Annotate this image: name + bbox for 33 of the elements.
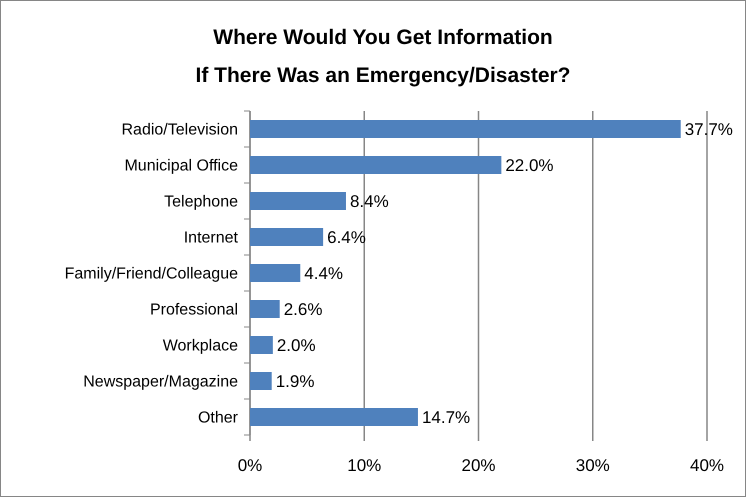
bar xyxy=(250,120,681,138)
y-tick-label: Municipal Office xyxy=(124,158,238,175)
data-label: 2.6% xyxy=(284,300,322,319)
y-tick-label: Family/Friend/Colleague xyxy=(64,266,238,283)
y-tick-label: Telephone xyxy=(164,194,238,211)
data-label: 2.0% xyxy=(276,336,316,355)
y-tick-label: Newspaper/Magazine xyxy=(83,374,238,391)
x-tick-label: 0% xyxy=(238,456,262,475)
data-label: 4.4% xyxy=(304,264,344,283)
x-tick-label: 20% xyxy=(461,456,496,475)
bar xyxy=(250,408,418,426)
y-tick-label: Other xyxy=(198,410,239,427)
x-tick-label: 40% xyxy=(690,456,724,475)
data-label: 37.7% xyxy=(684,120,733,139)
bar xyxy=(250,156,502,174)
y-tick-label: Internet xyxy=(184,230,239,247)
y-tick-label: Professional xyxy=(150,302,238,319)
data-label: 6.4% xyxy=(327,228,366,247)
y-tick-label: Radio/Television xyxy=(121,122,238,139)
bar xyxy=(250,300,280,318)
bar xyxy=(250,192,346,210)
bar xyxy=(250,336,273,354)
data-label: 22.0% xyxy=(505,156,554,175)
x-tick-label: 30% xyxy=(576,456,610,475)
x-tick-label: 10% xyxy=(347,456,382,475)
bar xyxy=(250,228,324,246)
data-label: 8.4% xyxy=(350,192,389,211)
chart-title: Where Would You Get Information If There Was an Emergency/Disaster? xyxy=(195,26,571,87)
data-label: 14.7% xyxy=(422,408,470,427)
data-label: 1.9% xyxy=(276,372,314,391)
bar xyxy=(250,264,300,282)
bar xyxy=(250,372,272,390)
y-tick-label: Workplace xyxy=(162,338,238,355)
